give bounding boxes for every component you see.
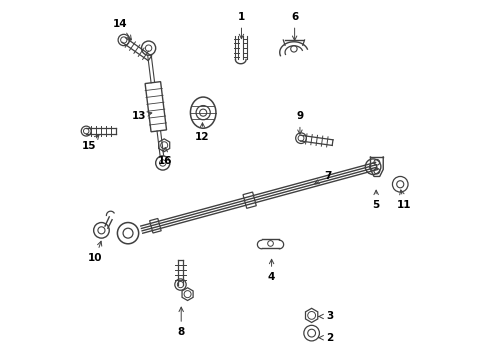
Text: 10: 10 (88, 253, 103, 263)
Text: 9: 9 (296, 111, 303, 121)
Text: 2: 2 (326, 333, 334, 343)
Text: 6: 6 (291, 12, 298, 22)
Text: 14: 14 (113, 19, 127, 29)
Text: 13: 13 (131, 111, 146, 121)
Text: 4: 4 (268, 273, 275, 283)
Text: 12: 12 (195, 132, 210, 143)
Text: 3: 3 (326, 311, 334, 321)
Text: 7: 7 (324, 171, 332, 181)
Text: 1: 1 (238, 12, 245, 22)
Text: 8: 8 (177, 327, 185, 337)
Text: 15: 15 (82, 141, 97, 151)
Text: 11: 11 (397, 200, 412, 210)
Text: 5: 5 (372, 200, 380, 210)
Text: 16: 16 (158, 156, 172, 166)
